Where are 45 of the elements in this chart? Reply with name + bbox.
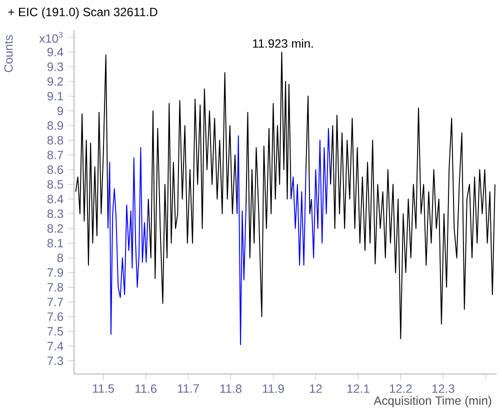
y-tick-label: 7.6	[48, 312, 64, 321]
x-tick-label: 12.3	[432, 384, 454, 393]
annotation: 11.923 min.	[253, 38, 313, 48]
x-tick-label: 12	[310, 384, 322, 393]
line-series	[310, 128, 332, 258]
x-tick-label: 11.7	[178, 384, 199, 393]
y-tick-label: 8.5	[47, 180, 64, 189]
x-tick-label: 12.2	[390, 384, 412, 393]
y-tick-label: 8.7	[47, 150, 63, 160]
line-series	[330, 107, 496, 340]
y-tick-label: 7.8	[48, 283, 64, 292]
line-series	[290, 169, 306, 266]
y-tick-label: 7.7	[48, 298, 63, 306]
y-tick-label: 8.1	[47, 238, 64, 248]
y-tick-label: 9.1	[47, 92, 64, 100]
x-tick-label: 11.6	[135, 384, 156, 393]
line-series	[246, 52, 292, 318]
x-tick-label: 11.8	[220, 384, 242, 393]
y-tick-label: 7.4	[48, 342, 64, 350]
x-tick-label: 12.1	[347, 384, 370, 393]
y-tick-label: 7.5	[48, 327, 64, 336]
line-series	[108, 147, 149, 335]
y-tick-label: 9	[57, 106, 64, 116]
y-tick-label: 9.2	[47, 77, 63, 86]
y-tick-label: 8.8	[47, 136, 64, 145]
x-tick-label: 11.5	[93, 384, 114, 393]
y-tick-label: 7.9	[48, 268, 64, 277]
y-tick-label: 9.4	[47, 48, 64, 56]
line-series	[148, 72, 238, 304]
y-tick-label: 7.3	[48, 356, 64, 366]
y-tick-label: 8.2	[47, 224, 63, 233]
line-series	[305, 96, 312, 214]
y-tick-label: 8	[57, 254, 64, 262]
y-axis-title: Counts	[4, 35, 13, 72]
line-series	[75, 54, 108, 266]
x-tick-label: 11.9	[262, 384, 284, 393]
y-tick-label: 8.6	[47, 165, 64, 174]
line-series	[236, 135, 247, 346]
chart-title: + EIC (191.0) Scan 32611.D	[8, 7, 158, 19]
y-tick-label: 8.4	[47, 194, 64, 204]
y-tick-label: x10$^{3}$	[39, 32, 63, 43]
y-tick-label: 8.3	[47, 210, 64, 218]
x-axis-title: Acquisition Time (min)	[374, 396, 492, 408]
y-tick-label: 8.9	[47, 121, 64, 130]
y-tick-label: 9.3	[47, 62, 64, 72]
